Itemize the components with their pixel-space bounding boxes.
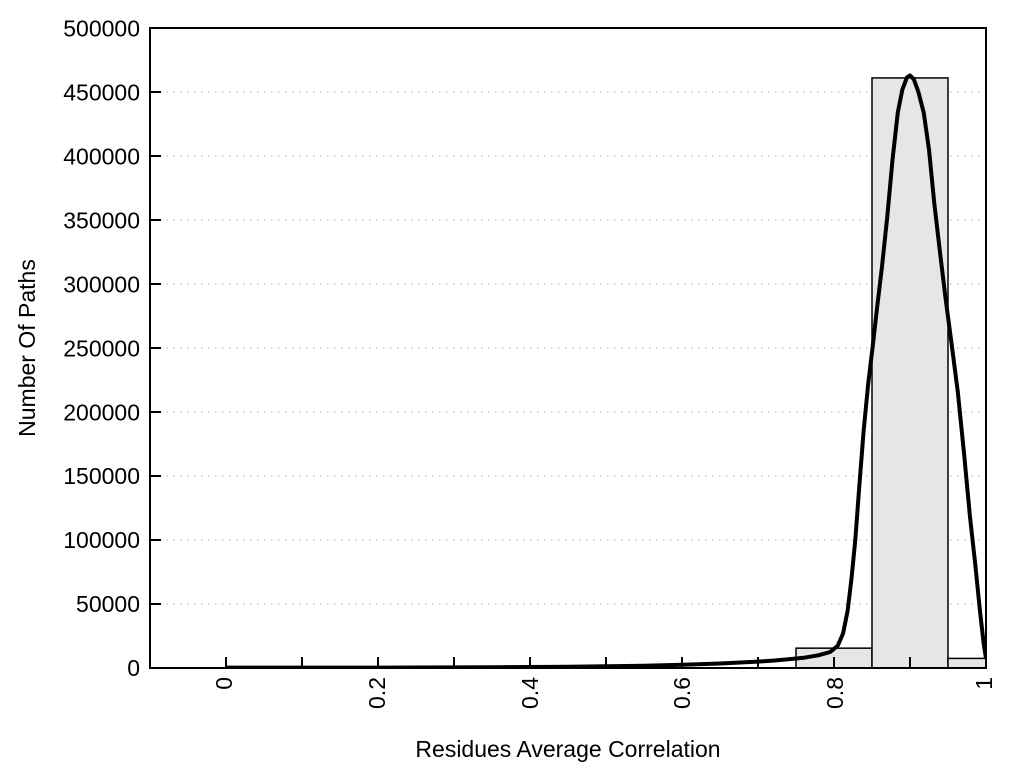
y-tick-label: 400000 xyxy=(63,144,140,170)
y-tick-label: 300000 xyxy=(63,271,140,297)
y-axis-title: Number Of Paths xyxy=(14,259,40,437)
y-tick-label: 500000 xyxy=(63,16,140,42)
y-tick-label: 350000 xyxy=(63,208,140,234)
x-tick-label: 1 xyxy=(971,677,997,690)
histogram-bar xyxy=(871,77,949,669)
fit-curve-path xyxy=(226,73,986,668)
y-tick-label: 200000 xyxy=(63,399,140,425)
x-axis-title: Residues Average Correlation xyxy=(415,736,720,762)
axis-tick-marks xyxy=(151,27,987,669)
histogram-bar xyxy=(947,657,987,669)
y-tick-label: 450000 xyxy=(63,80,140,106)
x-tick-label: 0.2 xyxy=(364,677,390,709)
plot-border xyxy=(149,27,987,669)
x-tick-label: 0 xyxy=(211,677,237,690)
y-tick-label: 100000 xyxy=(63,527,140,553)
x-tick-label: 0.8 xyxy=(822,677,848,709)
x-axis-tick-labels: 0 0.2 0.4 0.6 0.8 1 xyxy=(211,677,997,709)
fit-curve xyxy=(226,73,986,668)
y-axis-tick-labels: 0 50000 100000 150000 200000 250000 3000… xyxy=(63,16,140,681)
y-tick-label: 0 xyxy=(127,655,140,681)
gridlines xyxy=(152,91,985,605)
y-tick-label: 50000 xyxy=(76,591,140,617)
y-tick-label: 250000 xyxy=(63,335,140,361)
y-tick-label: 150000 xyxy=(63,463,140,489)
x-tick-label: 0.6 xyxy=(669,677,695,709)
x-tick-label: 0.4 xyxy=(517,677,543,709)
